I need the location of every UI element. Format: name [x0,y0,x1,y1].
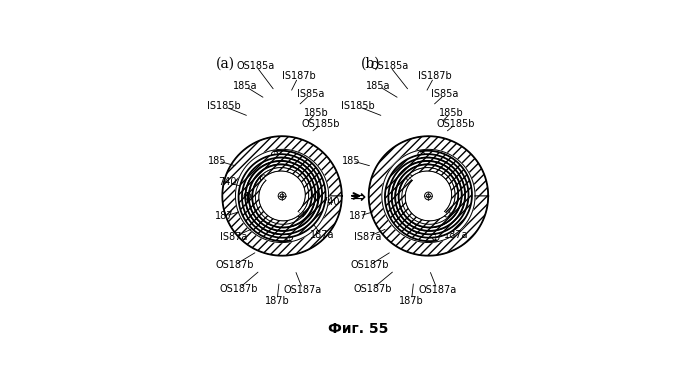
Text: IS87a: IS87a [354,232,381,242]
Circle shape [280,194,284,198]
Text: 187: 187 [349,211,368,221]
Text: 185b: 185b [304,108,329,118]
Polygon shape [238,154,322,241]
Circle shape [426,194,431,198]
Circle shape [236,149,329,242]
Text: IS85a: IS85a [297,89,324,99]
Text: OS187b: OS187b [353,284,392,294]
Polygon shape [368,136,488,256]
Text: OS187b: OS187b [350,260,389,270]
Text: 185a: 185a [366,81,391,91]
Text: (b): (b) [361,57,381,71]
Text: OS185b: OS185b [302,119,340,129]
Text: OS185a: OS185a [370,61,409,71]
Text: 187b: 187b [399,296,424,306]
Text: OS187a: OS187a [418,285,456,295]
Circle shape [222,136,342,256]
Text: OS187b: OS187b [219,284,258,294]
Text: 185b: 185b [438,108,463,118]
Polygon shape [389,151,472,238]
Text: 187a: 187a [310,230,334,241]
Polygon shape [242,151,326,238]
Text: 187b: 187b [265,296,289,306]
Circle shape [382,149,475,242]
Text: $\Rightarrow$: $\Rightarrow$ [346,187,368,205]
Circle shape [368,136,488,256]
Text: OS187a: OS187a [284,285,322,295]
Text: 185: 185 [343,156,361,166]
Text: IS187b: IS187b [282,71,315,81]
Text: 185: 185 [208,156,226,166]
Text: 740: 740 [218,177,237,187]
Text: IS187b: IS187b [417,71,452,81]
Text: 740: 740 [322,197,340,207]
Text: IS185b: IS185b [207,101,240,111]
Text: 185a: 185a [233,81,257,91]
Text: IS85a: IS85a [431,89,459,99]
Text: OS185a: OS185a [237,61,275,71]
Text: OS187b: OS187b [215,260,254,270]
Text: IS185b: IS185b [341,101,375,111]
Text: (a): (a) [216,57,236,71]
Polygon shape [385,154,468,241]
Circle shape [424,192,432,200]
Polygon shape [222,136,342,256]
Text: 187a: 187a [444,230,468,241]
Text: Фиг. 55: Фиг. 55 [328,322,389,336]
Text: OS185b: OS185b [436,119,475,129]
Text: IS87a: IS87a [219,232,247,242]
Text: 187: 187 [215,211,233,221]
Circle shape [278,192,286,200]
